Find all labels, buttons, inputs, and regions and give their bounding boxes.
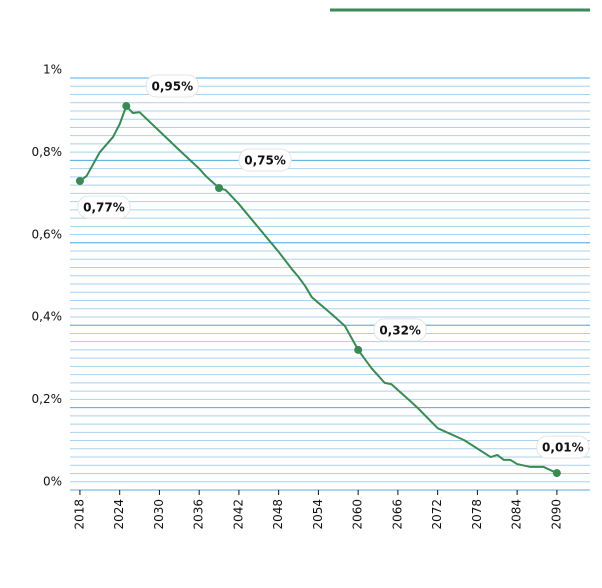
annotation-label: 0,75% (244, 154, 286, 168)
x-tick-label: 2036 (192, 499, 206, 530)
annotation-label: 0,32% (379, 323, 421, 337)
y-tick-label: 0,2% (32, 392, 63, 406)
x-tick-label: 2024 (112, 499, 126, 530)
x-tick-label: 2090 (549, 499, 563, 530)
marker (215, 184, 224, 193)
marker (75, 177, 84, 185)
y-tick-label: 0% (43, 475, 62, 489)
y-tick-label: 0,8% (32, 145, 63, 159)
x-tick-label: 2018 (72, 499, 86, 530)
y-tick-label: 0,4% (32, 310, 63, 324)
x-tick-label: 2072 (430, 499, 444, 530)
marker (122, 102, 131, 111)
y-tick-label: 0,6% (32, 227, 63, 241)
line (79, 105, 558, 475)
annotation-box (77, 195, 131, 219)
x-tick-label: 2054 (311, 499, 325, 530)
x-tick-label: 2084 (510, 499, 524, 530)
x-tick-label: 2042 (231, 499, 245, 530)
annotation-box (238, 148, 292, 172)
annotation-box (536, 435, 590, 459)
marker (354, 345, 363, 354)
x-tick-label: 2078 (470, 499, 484, 530)
x-tick-label: 2048 (271, 499, 285, 530)
annotation-label: 0,01% (542, 441, 584, 455)
x-tick-label: 2066 (390, 499, 404, 530)
marker (552, 469, 561, 478)
plot: 0% 0,2% 0,4% 0,6% 0,8% 1% 2018 2024 2030 2036 2042… (32, 63, 590, 530)
grid (70, 77, 590, 491)
annotation-label: 0,77% (83, 201, 125, 215)
annotation-label: 0,95% (151, 80, 193, 94)
annotation-box (145, 74, 199, 98)
y-tick-label: 1% (43, 63, 62, 77)
annotation-box (373, 318, 427, 342)
x-tick-label: 2030 (152, 499, 166, 530)
x-tick-label: 2060 (351, 499, 365, 530)
